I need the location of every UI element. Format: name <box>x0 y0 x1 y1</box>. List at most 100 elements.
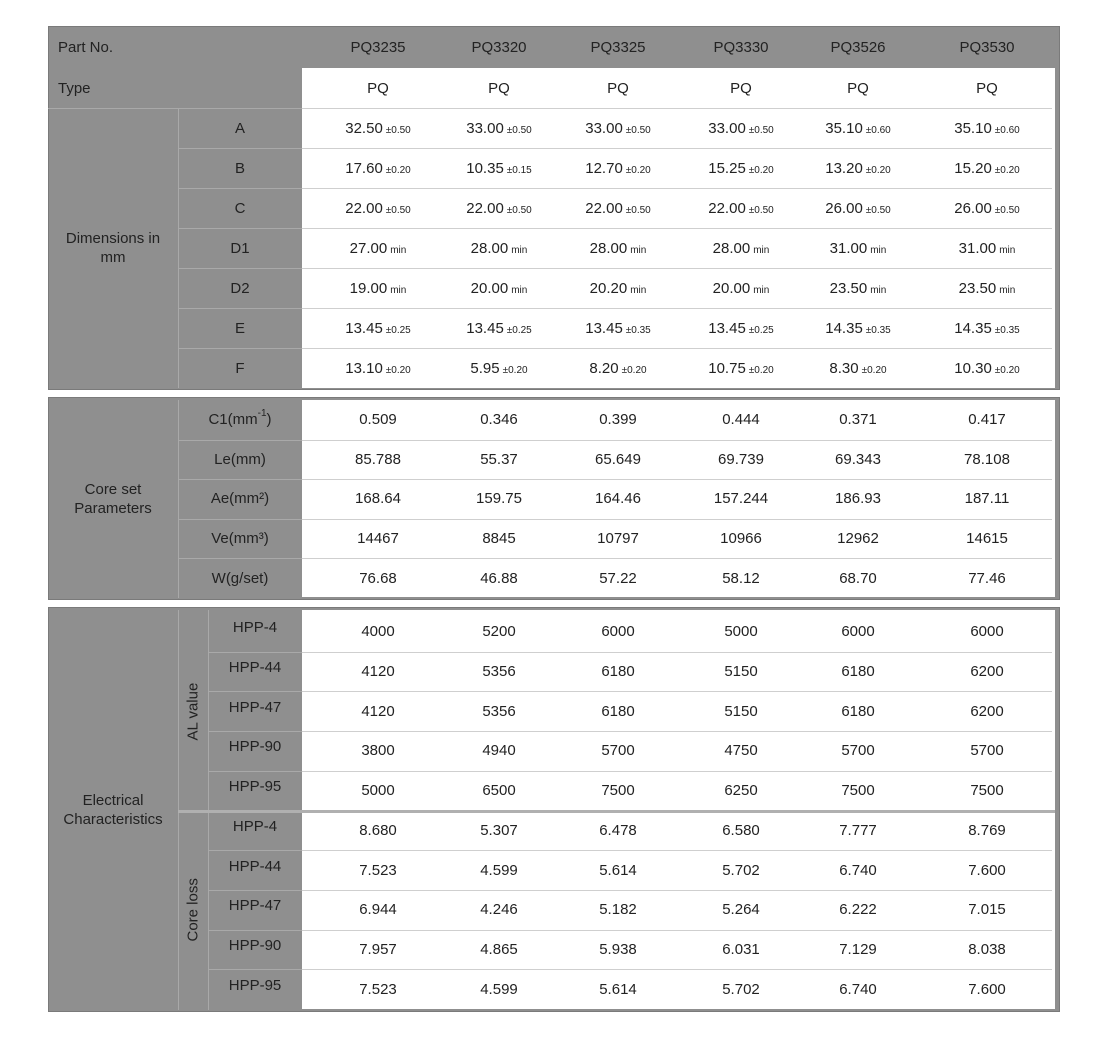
value-cell: 5700 <box>841 742 875 760</box>
value: 33.00 <box>708 119 746 137</box>
tolerance: ±0.20 <box>621 364 647 376</box>
row-divider <box>178 228 302 229</box>
value-cell: 76.68 <box>359 569 397 587</box>
value-cell: 164.46 <box>595 490 641 508</box>
value-cell: 0.444 <box>722 411 760 429</box>
value: 22.00 <box>585 199 623 217</box>
value-cell: 32.50 ±0.50 <box>319 108 437 148</box>
row-label: F <box>235 359 245 377</box>
value-cell: 187.11 <box>964 490 1010 508</box>
row-divider <box>302 518 1052 520</box>
value-cell: 7.600 <box>968 861 1006 879</box>
value: 27.00 <box>349 239 388 257</box>
value-cell: 10.75 ±0.20 <box>682 348 800 388</box>
value-cell: 6.580 <box>722 821 760 839</box>
row-divider <box>302 969 1052 971</box>
value-cell: 5150 <box>724 702 758 720</box>
value-cell: 17.60 ±0.20 <box>319 148 437 188</box>
value-cell: 13.45 ±0.25 <box>682 308 800 348</box>
value-cell: 7.015 <box>968 901 1006 919</box>
value-cell: 5356 <box>482 702 516 720</box>
value-cell: 23.50 min <box>799 268 917 308</box>
part-no: PQ3526 <box>830 38 886 56</box>
tolerance: ±0.50 <box>625 204 651 216</box>
value: 22.00 <box>345 199 383 217</box>
value-cell: 19.00 min <box>319 268 437 308</box>
value-cell: 33.00 ±0.50 <box>440 108 558 148</box>
row-divider <box>178 308 302 309</box>
value-cell: 65.649 <box>595 450 641 468</box>
value: 20.00 <box>470 279 509 297</box>
tolerance: ±0.50 <box>506 204 532 216</box>
row-label: A <box>234 119 245 137</box>
value-cell: 4750 <box>724 742 758 760</box>
row-label: D1 <box>230 239 250 257</box>
value-cell: 20.20 min <box>559 268 677 308</box>
value-cell: 3800 <box>361 742 395 760</box>
value-cell: 5000 <box>361 782 395 800</box>
tolerance: ±0.20 <box>625 164 651 176</box>
tolerance: ±0.50 <box>748 124 774 136</box>
value: 5.95 <box>470 359 500 377</box>
row-divider <box>302 850 1052 852</box>
value-cell: 5000 <box>724 623 758 641</box>
row-label: Ae(mm²) <box>210 490 270 508</box>
value-cell: 33.00 ±0.50 <box>682 108 800 148</box>
tolerance: min <box>511 284 528 296</box>
col-divider <box>178 400 179 598</box>
value: 33.00 <box>466 119 504 137</box>
value-cell: 55.37 <box>480 450 518 468</box>
value-cell: 69.343 <box>835 450 881 468</box>
value-cell: 0.399 <box>599 411 637 429</box>
value: 14.35 <box>954 319 992 337</box>
value-cell: 15.25 ±0.20 <box>682 148 800 188</box>
value-cell: 8.769 <box>968 821 1006 839</box>
row-label: D2 <box>230 279 250 297</box>
tolerance: ±0.20 <box>994 364 1020 376</box>
value-cell: 4940 <box>482 742 516 760</box>
value: 22.00 <box>708 199 746 217</box>
tolerance: ±0.50 <box>385 204 411 216</box>
value: 26.00 <box>954 199 992 217</box>
value-cell: 6180 <box>601 663 635 681</box>
value-cell: 6.740 <box>839 980 877 998</box>
value-cell: 15.20 ±0.20 <box>928 148 1046 188</box>
row-label: W(g/set) <box>211 569 269 587</box>
value-cell: 4.599 <box>480 861 518 879</box>
value-cell: 6000 <box>601 623 635 641</box>
value-cell: 6.222 <box>839 901 877 919</box>
value-cell: 5.702 <box>722 980 760 998</box>
row-divider <box>178 268 302 269</box>
value-cell: 35.10 ±0.60 <box>928 108 1046 148</box>
row-divider <box>302 188 1052 189</box>
part-no: PQ3320 <box>471 38 527 56</box>
value-cell: 14.35 ±0.35 <box>799 308 917 348</box>
label-text: C1(mm <box>208 411 258 429</box>
row-divider <box>208 731 302 733</box>
value-cell: 159.75 <box>476 490 522 508</box>
part-no: PQ3530 <box>959 38 1015 56</box>
value-cell: 14615 <box>966 530 1008 548</box>
part-no: PQ3330 <box>713 38 769 56</box>
type-value: PQ <box>607 79 629 97</box>
value-cell: 8.038 <box>968 940 1006 958</box>
value-cell: 20.00 min <box>440 268 558 308</box>
row-divider <box>208 889 302 891</box>
value-cell: 12.70 ±0.20 <box>559 148 677 188</box>
tolerance: min <box>870 284 887 296</box>
value: 12.70 <box>585 159 623 177</box>
value-cell: 8.680 <box>359 821 397 839</box>
value: 13.45 <box>345 319 383 337</box>
value-cell: 8.30 ±0.20 <box>799 348 917 388</box>
value-cell: 57.22 <box>599 569 637 587</box>
row-divider <box>208 691 302 693</box>
value: 17.60 <box>345 159 383 177</box>
row-label: C <box>234 199 246 217</box>
row-divider <box>302 929 1052 931</box>
value-cell: 5.307 <box>480 821 518 839</box>
row-divider <box>178 348 302 349</box>
value-cell: 7.129 <box>839 940 877 958</box>
tolerance: ±0.60 <box>994 124 1020 136</box>
row-divider <box>178 518 302 520</box>
